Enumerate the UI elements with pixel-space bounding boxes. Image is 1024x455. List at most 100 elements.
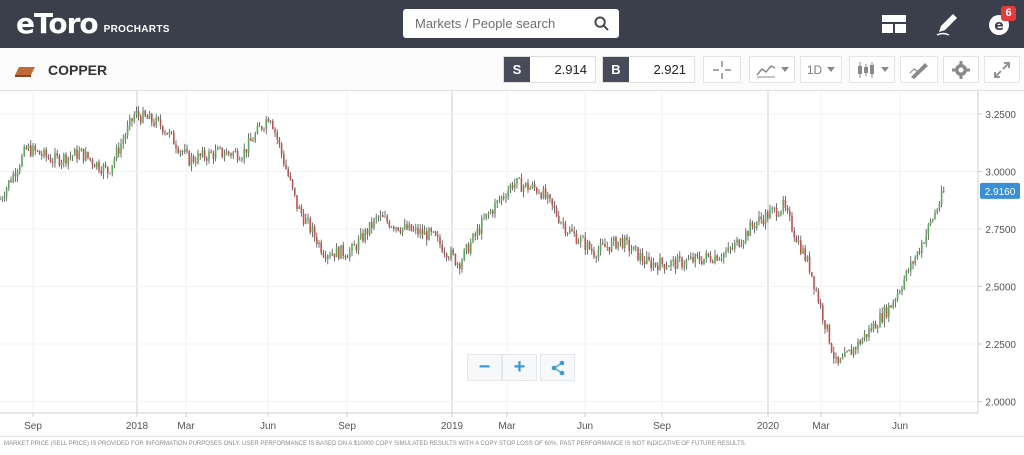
- candle-body: [775, 207, 778, 217]
- candle-body: [628, 239, 630, 251]
- crosshair-button[interactable]: [703, 56, 741, 83]
- candle-body: [41, 154, 43, 157]
- candle-body: [159, 119, 162, 127]
- candle-body: [221, 147, 223, 157]
- candle-body: [826, 324, 828, 329]
- candle-body: [584, 237, 586, 250]
- sell-price: 2.914: [554, 62, 587, 77]
- candle-body: [357, 238, 360, 251]
- candle-body: [175, 144, 177, 149]
- search-input[interactable]: Markets / People search: [415, 16, 556, 31]
- candle-body: [868, 328, 870, 338]
- candle-body: [454, 253, 457, 266]
- buy-label: B: [603, 57, 629, 82]
- candle-body: [241, 158, 243, 160]
- zoom-out-button[interactable]: −: [467, 354, 502, 381]
- candle-body: [131, 118, 133, 122]
- edit-icon[interactable]: [933, 10, 961, 38]
- candle-body: [659, 257, 661, 271]
- logo-wordmark: eToro: [16, 6, 99, 40]
- candle-body: [335, 246, 338, 258]
- candle-body: [3, 196, 6, 199]
- candle-body: [782, 199, 784, 212]
- chart-type-icon: [755, 64, 775, 77]
- candle-body: [91, 159, 94, 165]
- candle-body: [729, 247, 732, 249]
- sell-price-box[interactable]: S 2.914: [503, 56, 596, 83]
- candle-body: [10, 180, 12, 183]
- candle-body: [910, 261, 912, 272]
- candle-body: [456, 263, 459, 266]
- price-chart[interactable]: 3.2500 3.0000 2.7500 2.5000 2.2500 2.0000 Sep 2…: [0, 91, 1024, 436]
- candle-body: [815, 289, 817, 291]
- search-icon[interactable]: [594, 16, 609, 31]
- candle-body: [551, 198, 553, 206]
- buy-price-box[interactable]: B 2.921: [602, 56, 695, 83]
- candle-body: [923, 242, 925, 244]
- candle-body: [439, 237, 441, 245]
- y-tick-label: 3.0000: [985, 168, 1016, 179]
- candle-body: [934, 212, 936, 220]
- candle-body: [855, 347, 857, 350]
- candle-body: [434, 231, 437, 236]
- candle-body: [643, 260, 646, 264]
- candle-body: [153, 122, 155, 126]
- candle-body: [817, 290, 820, 303]
- candle-body: [562, 222, 564, 224]
- search-bar[interactable]: Markets / People search: [403, 9, 619, 38]
- candle-body: [373, 219, 375, 228]
- candle-body: [60, 161, 63, 166]
- candle-body: [472, 233, 474, 243]
- candle-body: [324, 256, 327, 259]
- candle-body: [309, 218, 311, 233]
- candle-body: [610, 240, 613, 252]
- zoom-in-button[interactable]: +: [502, 354, 537, 381]
- candle-body: [397, 227, 399, 231]
- candle-body: [96, 162, 98, 168]
- candle-body: [793, 230, 795, 238]
- candle-body: [406, 224, 408, 230]
- fullscreen-button[interactable]: [984, 56, 1020, 83]
- candle-body: [648, 256, 650, 261]
- candle-body: [333, 253, 336, 258]
- share-button[interactable]: [540, 354, 575, 381]
- candle-body: [129, 118, 131, 126]
- indicators-button[interactable]: [849, 56, 895, 83]
- x-tick-label: Mar: [177, 421, 195, 432]
- candle-body: [109, 172, 111, 174]
- candle-body: [709, 256, 712, 262]
- candle-body: [65, 154, 67, 164]
- layout-icon[interactable]: [880, 10, 908, 38]
- candle-body: [74, 149, 76, 156]
- candle-body: [540, 193, 542, 199]
- candle-body: [43, 149, 45, 157]
- notification-badge[interactable]: 6: [1001, 6, 1016, 21]
- candle-body: [844, 351, 846, 358]
- candle-body: [155, 117, 157, 126]
- y-tick-label: 3.2500: [985, 110, 1016, 121]
- candle-body: [223, 155, 226, 157]
- candle-body: [432, 231, 435, 233]
- candle-body: [300, 206, 303, 214]
- candle-body: [393, 226, 395, 229]
- drawing-tools-button[interactable]: [900, 56, 938, 83]
- candle-body: [811, 271, 813, 277]
- settings-button[interactable]: [943, 56, 979, 83]
- candle-body: [285, 164, 287, 170]
- interval-dropdown[interactable]: 1D: [800, 56, 842, 83]
- candle-body: [212, 152, 215, 159]
- candle-body: [652, 262, 655, 269]
- candle-body: [595, 256, 597, 258]
- candle-body: [687, 258, 690, 260]
- candle-body: [863, 334, 866, 340]
- chart-type-button[interactable]: [749, 56, 795, 83]
- candle-body: [69, 156, 72, 158]
- candle-body: [703, 258, 705, 264]
- candle-body: [533, 184, 536, 188]
- candle-body: [621, 238, 624, 249]
- candle-body: [54, 153, 56, 163]
- candle-body: [936, 209, 938, 213]
- etoro-logo[interactable]: eToro PROCHARTS: [16, 6, 170, 40]
- candle-body: [258, 126, 261, 127]
- candle-body: [742, 241, 745, 245]
